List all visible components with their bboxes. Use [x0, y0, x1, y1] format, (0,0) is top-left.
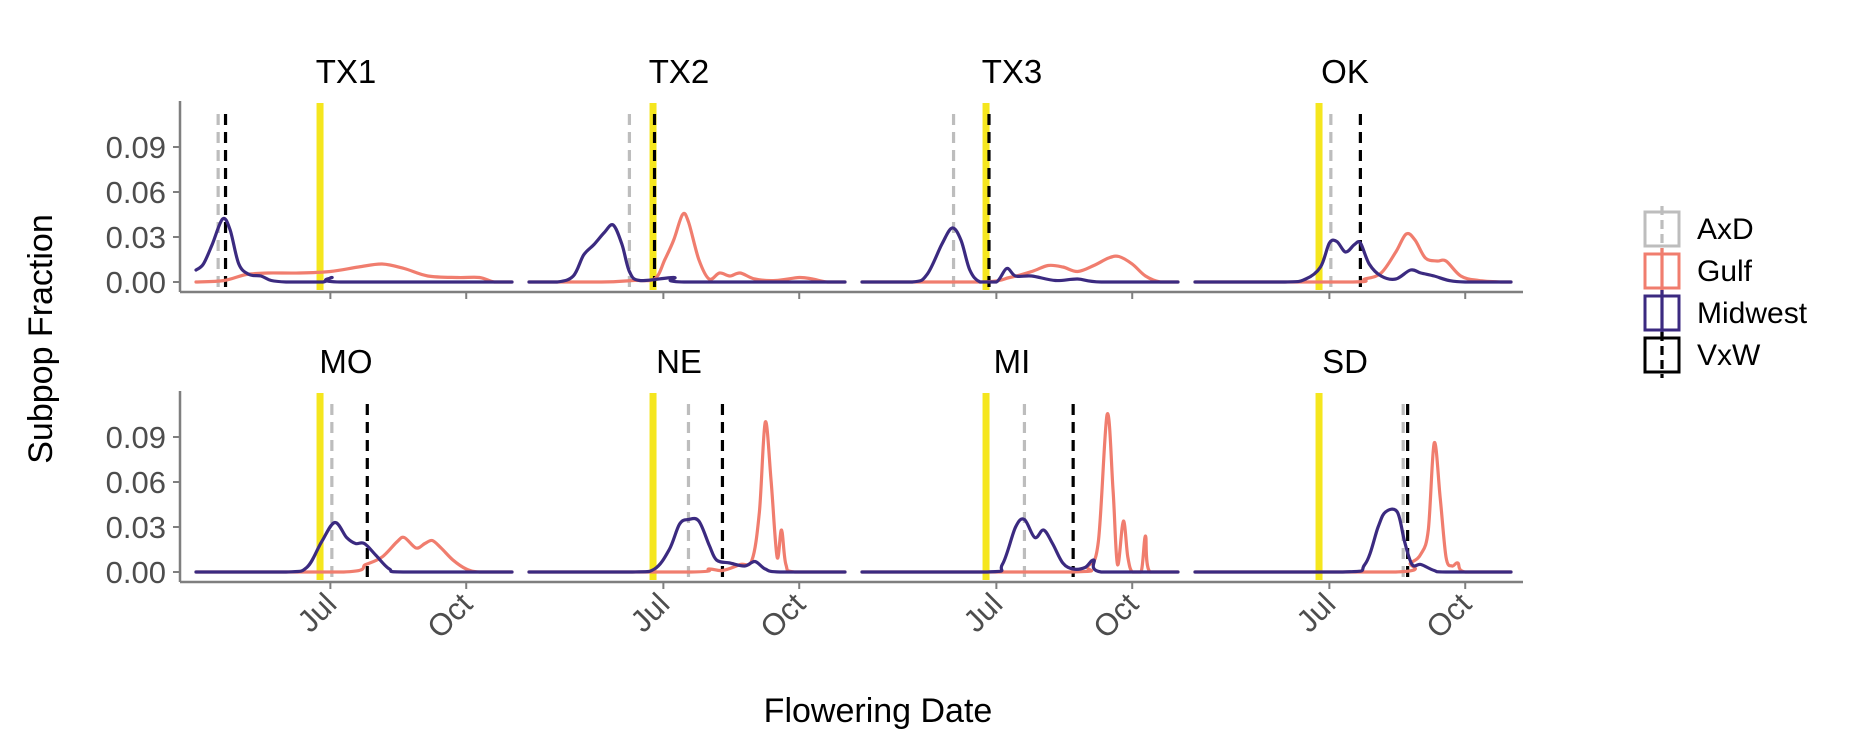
- y-tick-label: 0.09: [106, 420, 166, 455]
- x-tick-label: Jul: [1290, 586, 1343, 639]
- legend: AxD Gulf Midwest VxW: [1643, 206, 1808, 378]
- series-line-gulf: [860, 254, 1180, 284]
- series-line-gulf: [1193, 441, 1513, 574]
- series-line-midwest: [527, 516, 847, 574]
- legend-label: Gulf: [1697, 255, 1753, 288]
- x-tick-label: Oct: [753, 586, 812, 645]
- panel-title: TX1: [316, 53, 377, 90]
- series-line-midwest: [1193, 238, 1513, 284]
- x-tick-label: Jul: [291, 586, 344, 639]
- series-line-midwest: [860, 517, 1180, 574]
- series-line-midwest: [194, 520, 514, 574]
- panel-sd: SD: [1193, 343, 1513, 580]
- panel-tx2: TX2: [527, 53, 847, 290]
- y-tick-label: 0.00: [106, 265, 166, 300]
- legend-label: AxD: [1697, 213, 1754, 246]
- series-line-midwest: [860, 226, 1180, 284]
- x-tick-label: Jul: [957, 586, 1010, 639]
- series-line-gulf: [1193, 231, 1513, 284]
- panel-title: SD: [1322, 343, 1368, 380]
- x-tick-label: Jul: [624, 586, 677, 639]
- panel-title: TX3: [982, 53, 1043, 90]
- x-tick-label: Oct: [420, 586, 479, 645]
- panel-title: TX2: [649, 53, 710, 90]
- legend-item-vxw: VxW: [1643, 332, 1761, 378]
- legend-label: VxW: [1697, 339, 1761, 372]
- y-tick-label: 0.03: [106, 510, 166, 545]
- series-line-midwest: [1193, 507, 1513, 574]
- panel-mo: MO: [194, 343, 514, 580]
- panel-title: MI: [994, 343, 1031, 380]
- x-axis-title: Flowering Date: [764, 692, 993, 730]
- axes-row-1: 0.00 0.03 0.06 0.09: [106, 101, 1523, 300]
- legend-item-gulf: Gulf: [1643, 248, 1753, 294]
- panel-title: MO: [319, 343, 372, 380]
- panel-title: NE: [656, 343, 702, 380]
- series-line-gulf: [527, 420, 847, 574]
- x-tick-label: Oct: [1419, 586, 1478, 645]
- series-line-midwest: [527, 223, 847, 284]
- series-line-midwest: [194, 216, 514, 284]
- series-line-gulf: [194, 262, 514, 284]
- x-tick-label: Oct: [1086, 586, 1145, 645]
- y-tick-label: 0.03: [106, 220, 166, 255]
- legend-item-midwest: Midwest: [1643, 290, 1808, 336]
- y-tick-label: 0.06: [106, 175, 166, 210]
- panel-ne: NE: [527, 343, 847, 580]
- panel-tx1: TX1: [194, 53, 514, 290]
- series-line-gulf: [194, 535, 514, 574]
- panel-title: OK: [1321, 53, 1369, 90]
- legend-label: Midwest: [1697, 297, 1808, 330]
- y-tick-label: 0.06: [106, 465, 166, 500]
- panel-tx3: TX3: [860, 53, 1180, 290]
- panels-layer: TX1 TX2 TX3 OK MO NE MI SD: [194, 53, 1513, 580]
- legend-item-axd: AxD: [1643, 206, 1754, 252]
- panel-ok: OK: [1193, 53, 1513, 290]
- y-axis-title: Subpop Fraction: [22, 214, 60, 464]
- y-tick-label: 0.09: [106, 130, 166, 165]
- y-tick-label: 0.00: [106, 555, 166, 590]
- panel-mi: MI: [860, 343, 1180, 580]
- series-line-gulf: [860, 412, 1180, 574]
